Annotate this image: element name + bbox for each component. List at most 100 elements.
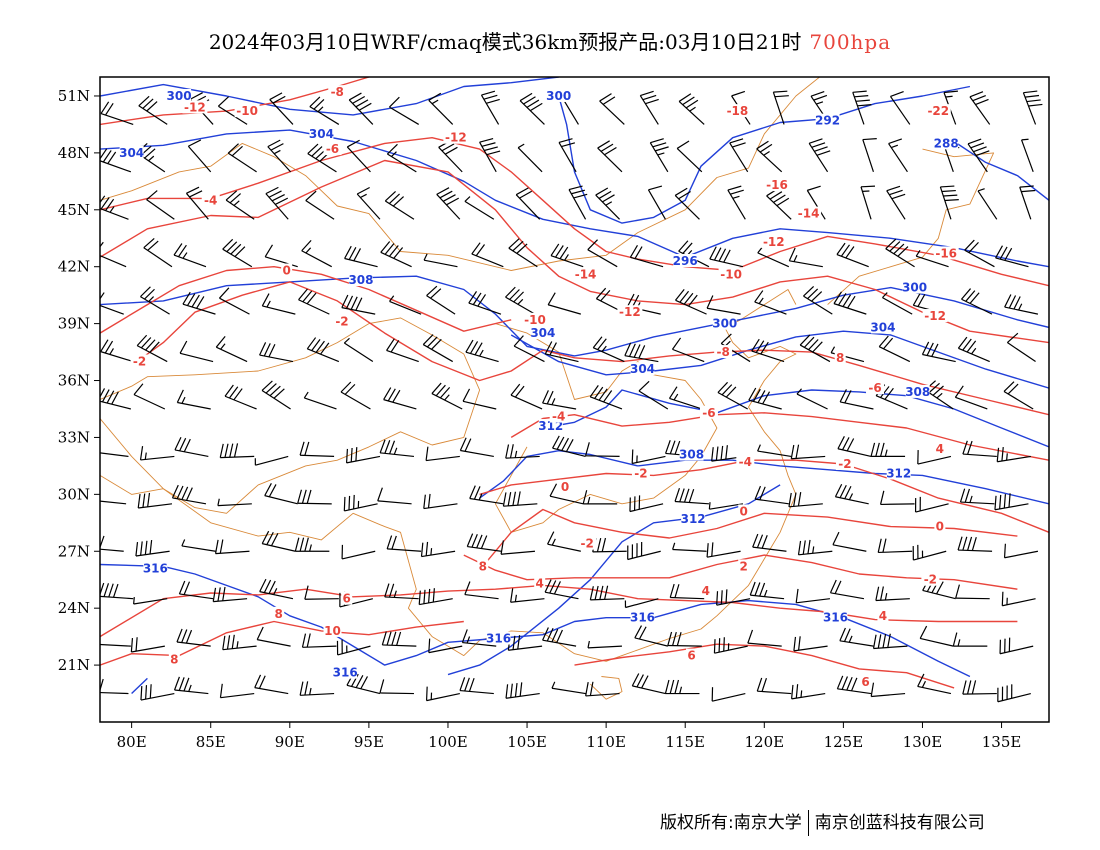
wind-barb	[961, 288, 993, 315]
wind-barb	[515, 187, 541, 220]
wind-barb	[756, 677, 792, 695]
x-tick-label: 95E	[354, 733, 384, 751]
wind-barb	[1003, 381, 1034, 410]
wind-barb	[717, 381, 748, 410]
wind-barb	[729, 138, 749, 173]
temperature-contour	[100, 77, 370, 126]
temperature-label: 0	[740, 504, 748, 518]
temperature-label: -14	[575, 267, 597, 281]
wind-barb	[254, 455, 289, 466]
wind-barb	[297, 489, 332, 505]
temperature-contour	[479, 459, 1049, 533]
wind-barb-layer	[100, 90, 1043, 703]
wind-barb	[269, 92, 294, 125]
temperature-label: -8	[331, 85, 344, 99]
wind-barb	[136, 334, 168, 363]
temperature-label: -2	[133, 355, 146, 369]
x-tick-label: 90E	[275, 733, 305, 751]
temperature-label: -14	[798, 207, 820, 221]
temperature-contour	[100, 137, 1049, 287]
y-tick-label: 27N	[58, 542, 90, 560]
wind-barb	[542, 390, 577, 410]
wind-barb	[672, 542, 707, 552]
wind-barb	[420, 541, 456, 558]
temperature-label: -4	[204, 193, 217, 207]
temperature-label: -6	[868, 381, 881, 395]
wind-barb	[133, 383, 166, 410]
wind-barb	[182, 291, 216, 315]
wind-barb	[793, 636, 828, 652]
contour-layer	[100, 77, 1049, 700]
wind-barb	[304, 585, 339, 600]
wind-barb	[187, 139, 212, 173]
wind-barb	[597, 140, 623, 173]
wind-barb	[547, 292, 581, 315]
wind-barb	[225, 190, 255, 220]
wind-barb	[592, 336, 625, 363]
wind-barb	[185, 186, 209, 220]
wind-barb	[380, 241, 412, 268]
border-line	[100, 77, 821, 271]
wind-barb	[219, 443, 255, 459]
wind-barb	[969, 91, 991, 125]
wind-barb	[795, 588, 831, 604]
wind-barb	[808, 138, 831, 173]
wind-barb	[377, 487, 412, 505]
wind-barb	[171, 484, 207, 505]
wind-barb	[711, 687, 746, 702]
wind-barb	[264, 483, 298, 505]
wind-barb	[587, 640, 622, 649]
wind-barb	[254, 674, 289, 695]
wind-barb	[261, 293, 296, 315]
temperature-contour	[463, 554, 1018, 590]
wind-barb	[552, 435, 586, 457]
wind-barb	[384, 583, 419, 600]
y-tick-label: 36N	[58, 372, 90, 390]
wind-barb	[585, 442, 620, 458]
wind-barb	[480, 90, 500, 125]
wind-barb	[952, 632, 988, 647]
height-contour	[479, 450, 1049, 505]
wind-barb	[589, 585, 625, 601]
wind-barb	[176, 389, 211, 410]
wind-barb	[146, 190, 175, 220]
wind-barb	[219, 287, 250, 315]
wind-barb	[459, 437, 494, 458]
wind-barb	[754, 290, 787, 315]
wind-barb	[959, 488, 995, 505]
wind-barb	[224, 384, 257, 410]
wind-barb	[356, 186, 381, 220]
wind-barb	[212, 586, 248, 603]
temperature-label: -12	[184, 100, 206, 114]
wind-barb	[875, 586, 910, 602]
wind-barb	[214, 539, 250, 555]
wind-barb	[519, 92, 545, 125]
height-label: 300	[546, 89, 571, 103]
wind-barb	[888, 138, 908, 173]
wind-barb	[343, 494, 378, 512]
wind-barb	[306, 337, 340, 363]
height-label: 304	[530, 326, 555, 340]
wind-barb	[550, 243, 584, 268]
wind-barb	[977, 188, 998, 220]
height-contour	[953, 140, 1049, 201]
wind-barb	[836, 675, 872, 695]
x-tick-label: 120E	[745, 733, 785, 751]
wind-barb	[508, 238, 538, 268]
wind-barb	[138, 95, 168, 125]
wind-barb	[465, 339, 499, 363]
wind-barb	[140, 684, 175, 701]
wind-barb	[469, 485, 504, 505]
wind-barb	[256, 626, 291, 647]
wind-barb	[462, 388, 497, 410]
wind-barb	[877, 538, 913, 554]
wind-barb	[754, 485, 789, 505]
wind-barb	[752, 533, 787, 552]
wind-barb	[386, 338, 419, 363]
wind-barb	[389, 96, 420, 125]
wind-barb	[706, 542, 741, 558]
wind-barb	[100, 101, 134, 125]
wind-barb	[587, 239, 618, 268]
temperature-label: -12	[763, 235, 785, 249]
wind-barb	[217, 96, 248, 125]
